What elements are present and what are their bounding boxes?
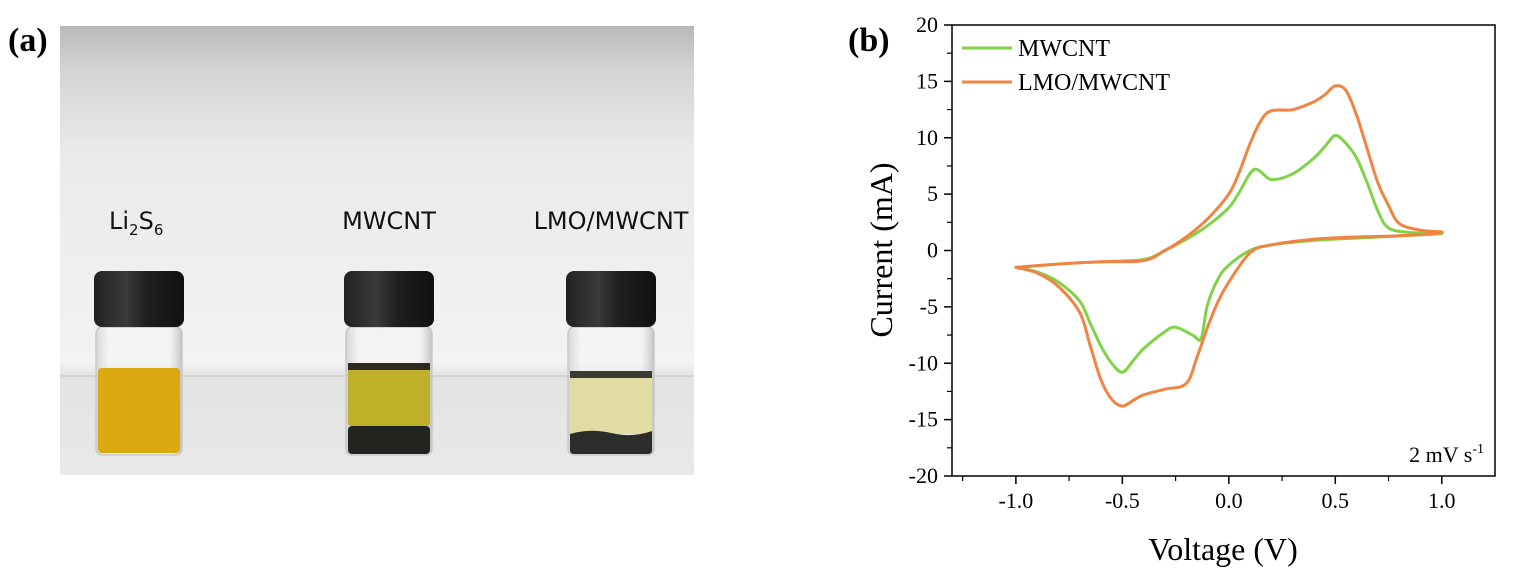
x-tick-label: 0.5 xyxy=(1322,488,1350,513)
vial-cap xyxy=(566,271,656,327)
vial-cap xyxy=(344,271,434,327)
vial-li2s6 xyxy=(94,271,184,456)
series-line-lmo-mwcnt xyxy=(1014,84,1444,408)
y-tick-label: -20 xyxy=(909,463,938,488)
y-tick-label: 20 xyxy=(916,12,938,37)
x-tick-label: 1.0 xyxy=(1428,488,1456,513)
x-tick-label: -0.5 xyxy=(1105,488,1140,513)
y-axis: -20 -15 -10 -5 0 5 10 15 20 xyxy=(909,12,952,488)
panel-label-b: (b) xyxy=(848,22,890,59)
y-axis-title: Current (mA) xyxy=(863,162,899,337)
vial-label-lmo-mwcnt: LMO/MWCNT xyxy=(534,207,689,235)
cv-chart: -1.0 -0.5 0.0 0.5 1.0 -20 -15 -10 -5 0 5 10 15 20 Vo… xyxy=(863,12,1496,567)
legend-label: MWCNT xyxy=(1018,36,1110,62)
vial-label-mwcnt: MWCNT xyxy=(342,207,436,235)
x-tick-label: 0.0 xyxy=(1215,488,1243,513)
series-layer xyxy=(1014,84,1444,408)
panel-label-a: (a) xyxy=(8,22,48,59)
y-tick-label: -5 xyxy=(920,294,938,319)
y-tick-label: 0 xyxy=(927,238,938,263)
vial-liquid xyxy=(570,374,652,434)
y-tick-label: -15 xyxy=(909,407,938,432)
vial-lmo-mwcnt xyxy=(566,271,656,456)
legend-label: LMO/MWCNT xyxy=(1018,70,1170,96)
y-tick-label: -10 xyxy=(909,350,938,375)
x-tick-label: -1.0 xyxy=(998,488,1033,513)
vial-liquid xyxy=(348,366,430,426)
vial-meniscus xyxy=(570,371,652,378)
vial-meniscus xyxy=(348,363,430,370)
legend: MWCNT LMO/MWCNT xyxy=(962,36,1170,96)
y-tick-label: 15 xyxy=(916,68,938,93)
vial-cap xyxy=(94,271,184,327)
scan-rate-annotation: 2 mV s-1 xyxy=(1409,442,1484,467)
vial-liquid xyxy=(98,368,180,453)
vial-sediment xyxy=(570,430,652,454)
y-tick-label: 5 xyxy=(927,181,938,206)
vial-sediment xyxy=(348,426,430,454)
vials-photo: Li2S6 MWCNT LMO/MWCNT xyxy=(60,26,694,475)
series-line-mwcnt xyxy=(1014,133,1444,374)
x-axis-title: Voltage (V) xyxy=(1148,531,1298,567)
x-axis: -1.0 -0.5 0.0 0.5 1.0 xyxy=(962,476,1456,513)
vial-label-li2s6: Li2S6 xyxy=(109,207,163,239)
vial-mwcnt xyxy=(344,271,434,456)
y-tick-label: 10 xyxy=(916,125,938,150)
